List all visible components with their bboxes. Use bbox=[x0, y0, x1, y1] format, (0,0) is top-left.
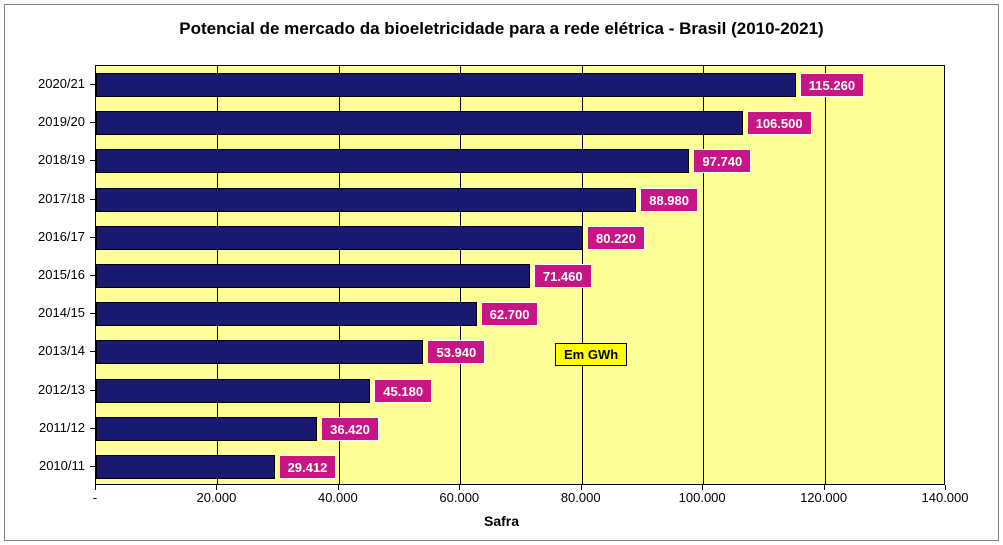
x-tick bbox=[459, 485, 460, 490]
y-tick bbox=[90, 428, 95, 429]
y-tick-label: 2016/17 bbox=[38, 230, 85, 243]
y-tick bbox=[90, 122, 95, 123]
y-tick bbox=[90, 313, 95, 314]
bar bbox=[96, 455, 275, 479]
data-label: 36.420 bbox=[321, 417, 379, 441]
x-axis-labels: -20.00040.00060.00080.000100.000120.0001… bbox=[95, 490, 945, 510]
data-label: 80.220 bbox=[587, 226, 645, 250]
y-tick bbox=[90, 84, 95, 85]
bar bbox=[96, 188, 636, 212]
y-tick bbox=[90, 351, 95, 352]
y-tick-label: 2013/14 bbox=[38, 344, 85, 357]
y-tick-label: 2010/11 bbox=[39, 459, 85, 472]
bar bbox=[96, 302, 477, 326]
x-tick bbox=[702, 485, 703, 490]
data-label: 97.740 bbox=[693, 149, 751, 173]
chart-title: Potencial de mercado da bioeletricidade … bbox=[5, 19, 998, 39]
y-tick bbox=[90, 275, 95, 276]
x-tick-label: 120.000 bbox=[800, 490, 847, 505]
x-tick bbox=[95, 485, 96, 490]
bar bbox=[96, 111, 743, 135]
y-tick-label: 2020/21 bbox=[38, 77, 85, 90]
data-label: 88.980 bbox=[640, 188, 698, 212]
x-tick-label: 20.000 bbox=[197, 490, 237, 505]
y-tick-label: 2015/16 bbox=[38, 268, 85, 281]
bar bbox=[96, 379, 370, 403]
x-tick bbox=[216, 485, 217, 490]
y-tick-label: 2019/20 bbox=[38, 115, 85, 128]
x-tick bbox=[824, 485, 825, 490]
y-tick-label: 2011/12 bbox=[39, 421, 85, 434]
y-tick-label: 2017/18 bbox=[38, 192, 85, 205]
x-tick-label: 140.000 bbox=[922, 490, 969, 505]
data-label: 71.460 bbox=[534, 264, 592, 288]
bar bbox=[96, 264, 530, 288]
data-label: 106.500 bbox=[747, 111, 812, 135]
x-tick-label: 60.000 bbox=[439, 490, 479, 505]
data-label: 62.700 bbox=[481, 302, 539, 326]
y-tick-label: 2012/13 bbox=[38, 383, 85, 396]
unit-label-box: Em GWh bbox=[555, 343, 627, 366]
x-tick bbox=[581, 485, 582, 490]
bar bbox=[96, 340, 423, 364]
plot-area: 29.412 36.420 45.180 53.940 62.700 71.460 80.2… bbox=[95, 65, 945, 485]
y-tick bbox=[90, 466, 95, 467]
bar bbox=[96, 226, 583, 250]
y-axis-labels: 2010/11 2011/12 2012/13 2013/14 2014/15 2015/… bbox=[5, 65, 90, 485]
x-tick-label: 80.000 bbox=[561, 490, 601, 505]
x-tick-label: 40.000 bbox=[318, 490, 358, 505]
bar bbox=[96, 417, 317, 441]
bar bbox=[96, 73, 796, 97]
chart-inner: Potencial de mercado da bioeletricidade … bbox=[4, 4, 999, 541]
y-tick bbox=[90, 237, 95, 238]
data-label: 45.180 bbox=[374, 379, 432, 403]
data-label: 115.260 bbox=[800, 73, 864, 97]
y-tick-label: 2014/15 bbox=[38, 306, 85, 319]
x-tick-label: - bbox=[93, 490, 97, 505]
x-tick-label: 100.000 bbox=[679, 490, 726, 505]
x-tick bbox=[945, 485, 946, 490]
y-tick bbox=[90, 160, 95, 161]
y-tick bbox=[90, 390, 95, 391]
data-label: 53.940 bbox=[427, 340, 485, 364]
bar bbox=[96, 149, 689, 173]
chart-container: Potencial de mercado da bioeletricidade … bbox=[0, 0, 1003, 545]
y-tick bbox=[90, 199, 95, 200]
x-axis-title: Safra bbox=[5, 513, 998, 529]
x-tick bbox=[338, 485, 339, 490]
bars-layer: 29.412 36.420 45.180 53.940 62.700 71.460 80.2… bbox=[96, 66, 944, 484]
data-label: 29.412 bbox=[279, 455, 337, 479]
y-tick-label: 2018/19 bbox=[38, 153, 85, 166]
